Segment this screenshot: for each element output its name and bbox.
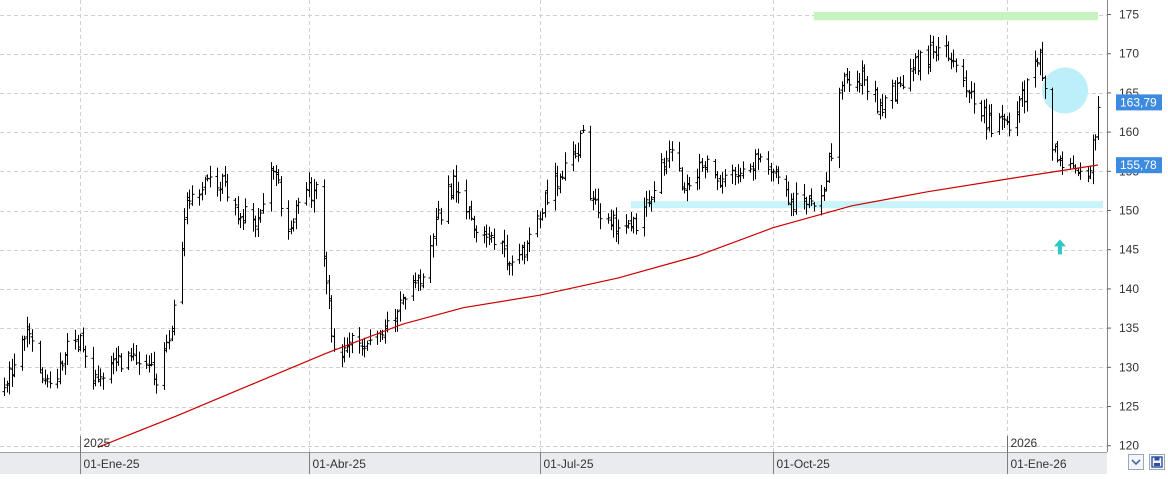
chevron-down-icon[interactable]: [1128, 454, 1144, 470]
y-tick-label: 145: [1119, 243, 1139, 257]
price-label-box: [1116, 94, 1162, 111]
year-label: 2025: [84, 436, 111, 450]
highlight-circle: [1042, 67, 1089, 114]
price-label: 155,78: [1120, 158, 1157, 172]
year-label: 2026: [1011, 436, 1038, 450]
x-tick-label: 01-Ene-25: [84, 457, 140, 471]
price-label-box: [1116, 157, 1162, 174]
x-tick-label: 01-Jul-25: [544, 457, 594, 471]
y-tick-label: 120: [1119, 439, 1139, 453]
moving-average-line: [97, 164, 1099, 448]
y-tick-label: 170: [1119, 47, 1139, 61]
floppy-disk-glyph: [1151, 456, 1163, 468]
support-zone: [630, 201, 1104, 209]
y-tick-label: 160: [1119, 125, 1139, 139]
chevron-down-glyph: [1131, 459, 1141, 466]
up-arrow-icon: [1053, 239, 1066, 255]
x-tick-label: 01-Oct-25: [777, 457, 831, 471]
y-tick-label: 125: [1119, 400, 1139, 414]
floppy-disk-icon[interactable]: [1149, 454, 1165, 470]
y-tick-label: 150: [1119, 204, 1139, 218]
y-tick-label: 175: [1119, 8, 1139, 22]
y-tick-label: 130: [1119, 360, 1139, 374]
resistance-zone: [813, 12, 1098, 21]
x-tick-label: 01-Abr-25: [313, 457, 367, 471]
y-tick-label: 140: [1119, 282, 1139, 296]
price-label: 163,79: [1120, 95, 1157, 109]
y-tick-label: 135: [1119, 321, 1139, 335]
x-tick-label: 01-Ene-26: [1011, 457, 1067, 471]
x-axis-bar: [0, 452, 1107, 474]
